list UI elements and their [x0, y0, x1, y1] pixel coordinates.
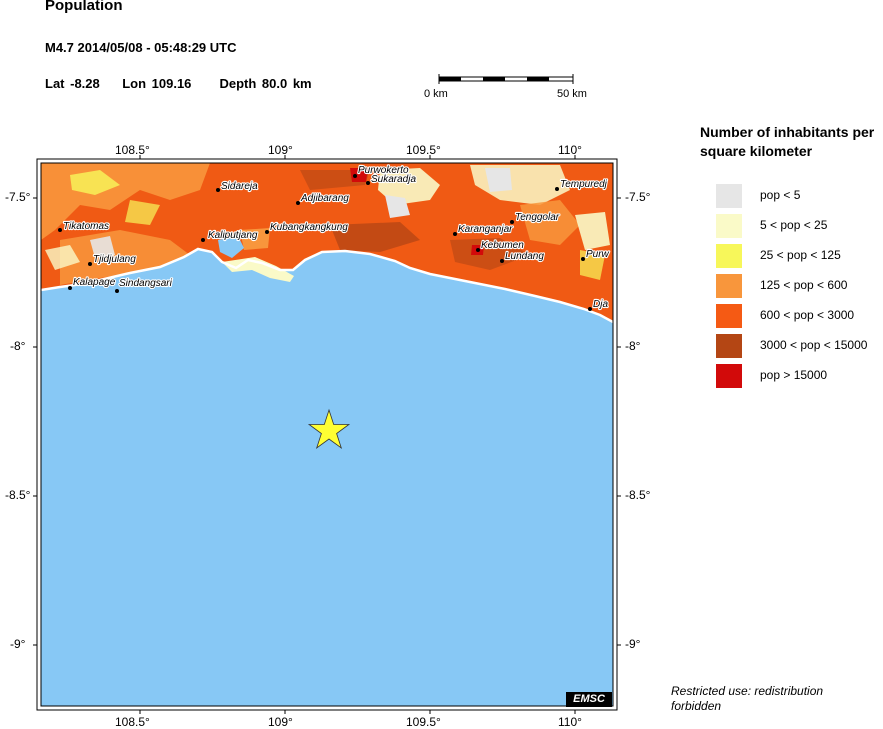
city-label-karanganjar: Karanganjar: [458, 224, 513, 235]
legend-swatch: [716, 244, 742, 268]
scale-label-zero: 0 km: [424, 88, 448, 100]
lat-tick-right: -9°: [625, 637, 641, 651]
legend-label: 3000 < pop < 15000: [760, 338, 868, 352]
legend-label: 125 < pop < 600: [760, 278, 848, 292]
depth: Depth 80.0 km: [219, 76, 312, 91]
legend-swatch: [716, 364, 742, 388]
scale-bar: [438, 74, 574, 84]
city-dot-tempuredj: [555, 187, 559, 191]
lat-tick-left: -9°: [10, 637, 26, 651]
city-label-purw: Purw: [586, 249, 610, 260]
legend-swatch: [716, 274, 742, 298]
tick-marks: [33, 155, 621, 714]
city-dot-sukaradja: [366, 181, 370, 185]
star-icon: [307, 408, 351, 450]
city-label-sidareja: Sidareja: [221, 181, 258, 192]
legend-swatch: [716, 214, 742, 238]
legend-title: Number of inhabitants per square kilomet…: [700, 124, 875, 159]
city-label-kebumen: Kebumen: [481, 240, 524, 251]
land-area: [41, 163, 613, 322]
city-label-adjibarang: Adjibarang: [300, 193, 349, 204]
city-dot-tjidjulang: [88, 262, 92, 266]
city-label-tikatomas: Tikatomas: [63, 221, 109, 232]
scale-label-fifty: 50 km: [557, 88, 587, 100]
city-dot-kubangkangkung: [265, 230, 269, 234]
lon-tick-top: 108.5°: [115, 143, 150, 157]
legend-label: 5 < pop < 25: [760, 218, 828, 232]
lon-tick-bottom: 110°: [558, 715, 582, 729]
city-label-kaliputjang: Kaliputjang: [208, 230, 258, 241]
city-label-sindangsari: Sindangsari: [119, 278, 173, 289]
legend-label: pop > 15000: [760, 368, 828, 382]
legend-label: 600 < pop < 3000: [760, 308, 855, 322]
latitude: Lat -8.28: [45, 76, 100, 91]
city-dot-kaliputjang: [201, 238, 205, 242]
emsc-logo: EMSC: [566, 692, 612, 707]
lon-tick-top: 109°: [268, 143, 293, 157]
lon-tick-bottom: 109°: [268, 715, 293, 729]
city-dot-karanganjar: [453, 232, 457, 236]
lon-tick-bottom: 108.5°: [115, 715, 150, 729]
city-dot-kalapage: [68, 286, 72, 290]
legend-swatch: [716, 304, 742, 328]
legend-swatch: [716, 334, 742, 358]
legend-label: pop < 5: [760, 188, 801, 202]
lat-tick-left: -7.5°: [5, 190, 31, 204]
city-dot-tenggolar: [510, 220, 514, 224]
lon-tick-bottom: 109.5°: [406, 715, 441, 729]
city-dot-dja: [588, 307, 592, 311]
legend-label: 25 < pop < 125: [760, 248, 841, 262]
city-dot-kebumen: [476, 248, 480, 252]
city-dot-lundang: [500, 259, 504, 263]
map-title: Population: [45, 0, 123, 14]
city-dot-sindangsari: [115, 289, 119, 293]
restricted-notice: Restricted use: redistribution forbidden: [671, 684, 824, 713]
coastline: [41, 247, 613, 324]
lat-tick-right: -8.5°: [625, 488, 651, 502]
lon-tick-top: 109.5°: [406, 143, 441, 157]
lat-tick-right: -7.5°: [625, 190, 651, 204]
legend-swatch: [716, 184, 742, 208]
longitude: Lon 109.16: [122, 76, 192, 91]
city-label-tjidjulang: Tjidjulang: [93, 254, 136, 265]
city-dot-adjibarang: [296, 201, 300, 205]
lat-tick-right: -8°: [625, 339, 641, 353]
city-label-tempuredj: Tempuredj: [560, 179, 608, 190]
city-label-tenggolar: Tenggolar: [515, 212, 560, 223]
city-dot-purwokerto: [353, 174, 357, 178]
city-label-kalapage: Kalapage: [73, 277, 116, 288]
map-frame: [36, 158, 618, 711]
city-markers: [58, 174, 592, 311]
lat-tick-left: -8.5°: [5, 488, 31, 502]
city-label-lundang: Lundang: [505, 251, 544, 262]
city-label-purwokerto: Purwokerto: [358, 165, 409, 176]
city-dot-sidareja: [216, 188, 220, 192]
city-dot-tikatomas: [58, 228, 62, 232]
city-dot-purw: [581, 257, 585, 261]
city-label-sukaradja: Sukaradja: [371, 174, 416, 185]
city-label-kubangkangkung: Kubangkangkung: [270, 222, 348, 233]
lat-tick-left: -8°: [10, 339, 26, 353]
city-label-dja: Dja: [593, 299, 608, 310]
event-coordinates: Lat -8.28 Lon 109.16 Depth 80.0 km: [45, 76, 312, 91]
lon-tick-top: 110°: [558, 143, 582, 157]
event-info: M4.7 2014/05/08 - 05:48:29 UTC: [45, 40, 237, 55]
